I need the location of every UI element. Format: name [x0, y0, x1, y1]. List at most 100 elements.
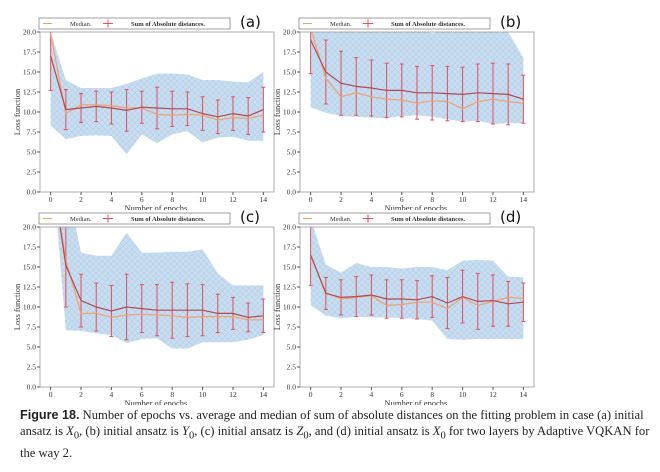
- panel-label: (d): [500, 208, 521, 226]
- x-tick-label: 12: [229, 195, 237, 204]
- y-tick-label: 10.0: [23, 108, 36, 117]
- y-tick-label: 20.0: [283, 28, 296, 37]
- y-tick-label: 10.0: [23, 303, 36, 312]
- y-tick-label: 12.5: [283, 283, 296, 292]
- caption-text: , (b) initial ansatz is: [79, 424, 182, 438]
- x-tick-label: 14: [520, 390, 528, 399]
- y-tick-label: 5.0: [27, 148, 37, 157]
- x-tick-label: 6: [400, 195, 404, 204]
- mean-line: [59, 227, 264, 319]
- legend-mean-label: Sum of Absolute distances.: [391, 216, 465, 223]
- caption-sub: 0: [73, 430, 80, 442]
- x-tick-label: 8: [170, 195, 174, 204]
- x-tick-label: 12: [489, 195, 497, 204]
- spread-band: [57, 227, 264, 349]
- y-tick-label: 2.5: [287, 363, 297, 372]
- legend-box: [38, 17, 231, 30]
- chart-a-svg: 0 2 4 6 8 10 12 14 0.0 2.5 5.0 7.5 10.0 12.5 15.0 17.5 2…: [12, 13, 275, 210]
- caption-var: Y: [181, 424, 189, 438]
- y-tick-label: 17.5: [23, 243, 36, 252]
- x-tick-label: 4: [110, 195, 114, 204]
- chart-d: 0 2 4 6 8 10 12 14 0.0 2.5 5.0 7.5 10.0 12.5 15.0 17.5 2…: [260, 195, 560, 405]
- y-tick-label: 17.5: [23, 48, 36, 57]
- y-tick-label: 15.0: [23, 68, 36, 77]
- legend-median-label: Median.: [330, 21, 352, 28]
- plot-area: [308, 227, 526, 340]
- x-tick-label: 2: [79, 390, 83, 399]
- mean-line: [310, 254, 524, 305]
- x-tick-label: 2: [79, 195, 83, 204]
- x-tick-label: 14: [520, 195, 528, 204]
- y-tick-label: 2.5: [287, 168, 297, 177]
- chart-b-svg: 0 2 4 6 8 10 12 14 0.0 2.5 5.0 7.5 10.0 12.5 15.0 17.5 2…: [272, 13, 535, 210]
- x-tick-label: 10: [459, 195, 467, 204]
- y-tick-label: 0.0: [27, 383, 37, 392]
- x-tick-label: 12: [229, 390, 237, 399]
- legend-box: [298, 17, 491, 30]
- caption-sub: 0: [440, 430, 446, 442]
- x-tick-label: 6: [140, 390, 144, 399]
- figure-caption: Figure 18. Number of epochs vs. average …: [20, 407, 650, 461]
- x-tick-label: 6: [400, 390, 404, 399]
- legend-median-label: Median.: [330, 216, 352, 223]
- x-axis-label: Number of epochs.: [125, 398, 190, 405]
- chart-a: 0 2 4 6 8 10 12 14 0.0 2.5 5.0 7.5 10.0 12.5 15.0 17.5 2…: [0, 0, 300, 210]
- median-line: [59, 227, 264, 321]
- legend-box: [38, 212, 231, 225]
- y-tick-label: 0.0: [27, 188, 37, 197]
- x-tick-label: 2: [339, 390, 343, 399]
- y-tick-label: 5.0: [27, 343, 37, 352]
- y-axis-label: Loss function: [272, 88, 282, 135]
- y-tick-label: 20.0: [23, 28, 36, 37]
- x-tick-label: 14: [260, 195, 268, 204]
- y-tick-label: 2.5: [27, 168, 37, 177]
- x-tick-label: 8: [170, 390, 174, 399]
- caption-label: Figure 18.: [20, 408, 80, 422]
- x-tick-label: 10: [199, 195, 207, 204]
- x-tick-label: 10: [199, 390, 207, 399]
- y-axis-label: Loss function: [12, 88, 22, 135]
- mean-line: [50, 55, 264, 118]
- legend-box: [298, 212, 491, 225]
- x-tick-label: 4: [370, 195, 374, 204]
- legend-median-label: Median.: [70, 216, 92, 223]
- y-tick-label: 10.0: [283, 303, 296, 312]
- y-tick-label: 7.5: [27, 323, 37, 332]
- caption-var: X: [66, 424, 74, 438]
- x-tick-label: 0: [309, 390, 313, 399]
- x-tick-label: 14: [260, 390, 268, 399]
- chart-d-svg: 0 2 4 6 8 10 12 14 0.0 2.5 5.0 7.5 10.0 12.5 15.0 17.5 2…: [272, 208, 535, 405]
- panel-label: (b): [500, 13, 521, 31]
- y-tick-label: 15.0: [23, 263, 36, 272]
- x-tick-label: 4: [370, 390, 374, 399]
- x-tick-label: 8: [430, 390, 434, 399]
- plot-area: [57, 227, 266, 349]
- x-axis-label: Number of epochs.: [125, 203, 190, 210]
- x-tick-label: 2: [339, 195, 343, 204]
- y-tick-label: 12.5: [283, 88, 296, 97]
- median-line: [311, 32, 524, 110]
- y-tick-label: 20.0: [283, 223, 296, 232]
- y-tick-label: 7.5: [27, 128, 37, 137]
- y-axis-label: Loss function: [272, 283, 282, 330]
- legend-mean-label: Sum of Absolute distances.: [131, 21, 205, 28]
- y-tick-label: 5.0: [287, 148, 297, 157]
- y-tick-label: 12.5: [23, 283, 36, 292]
- plot-area: [48, 32, 266, 155]
- chart-c-svg: 0 2 4 6 8 10 12 14 0.0 2.5 5.0 7.5 10.0 12.5 15.0 17.5 2…: [12, 208, 275, 405]
- x-tick-label: 0: [309, 195, 313, 204]
- chart-c: 0 2 4 6 8 10 12 14 0.0 2.5 5.0 7.5 10.0 12.5 15.0 17.5 2…: [0, 195, 300, 405]
- x-tick-label: 0: [49, 195, 53, 204]
- legend-mean-label: Sum of Absolute distances.: [131, 216, 205, 223]
- caption-text: , (c) initial ansatz is: [194, 424, 297, 438]
- plot-area: [308, 32, 526, 126]
- y-tick-label: 7.5: [287, 128, 297, 137]
- y-tick-label: 0.0: [287, 383, 297, 392]
- y-tick-label: 15.0: [283, 263, 296, 272]
- x-tick-label: 12: [489, 390, 497, 399]
- caption-sub: 0: [188, 430, 195, 442]
- caption-text: , and (d) initial ansatz is: [308, 424, 433, 438]
- x-tick-label: 4: [110, 390, 114, 399]
- y-axis-label: Loss function: [12, 283, 22, 330]
- y-tick-label: 10.0: [283, 108, 296, 117]
